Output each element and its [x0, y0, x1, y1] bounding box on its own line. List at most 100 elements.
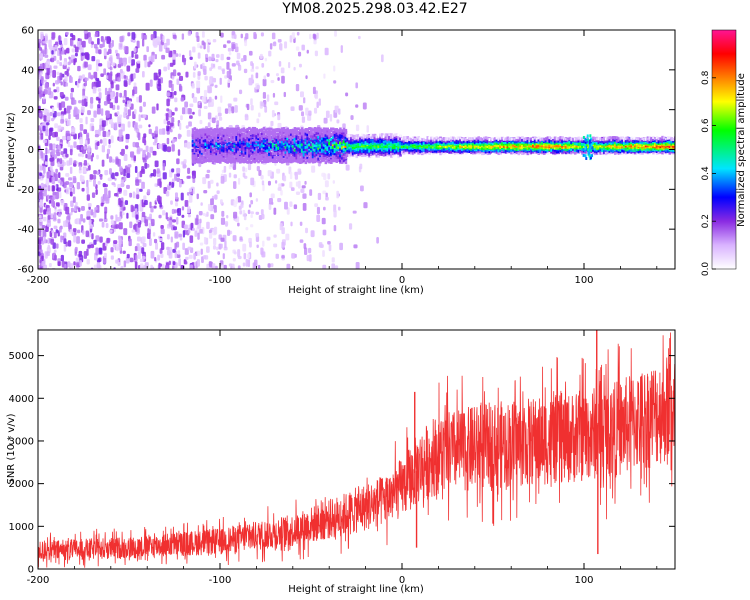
noise-speck — [96, 154, 99, 160]
noise-speck — [270, 263, 274, 268]
noise-speck — [147, 163, 150, 168]
noise-speck — [270, 193, 275, 199]
noise-speck — [268, 202, 272, 210]
noise-speck — [119, 92, 123, 98]
noise-speck — [214, 194, 218, 200]
noise-speck — [56, 86, 60, 93]
noise-speck — [101, 144, 106, 153]
noise-speck — [110, 255, 114, 260]
noise-speck — [249, 224, 254, 228]
noise-speck — [316, 206, 320, 215]
noise-speck — [199, 218, 202, 224]
noise-speck — [231, 106, 235, 114]
noise-speck — [214, 84, 218, 89]
noise-speck — [289, 181, 293, 189]
noise-speck — [114, 96, 119, 104]
noise-speck — [174, 231, 179, 239]
noise-speck — [99, 43, 103, 49]
noise-speck — [169, 128, 173, 133]
noise-speck — [186, 141, 191, 149]
noise-speck — [223, 44, 227, 49]
noise-speck — [197, 71, 201, 76]
noise-speck — [334, 265, 339, 269]
noise-speck — [304, 247, 308, 256]
noise-speck — [81, 74, 85, 79]
noise-speck — [284, 201, 288, 210]
noise-speck — [264, 105, 268, 113]
noise-speck — [50, 57, 55, 63]
noise-speck — [129, 151, 135, 158]
noise-speck — [274, 101, 279, 106]
noise-speck — [96, 170, 100, 176]
noise-speck — [151, 106, 156, 114]
noise-speck — [48, 263, 52, 268]
noise-speck — [188, 108, 193, 115]
noise-speck — [134, 245, 138, 252]
noise-speck — [203, 89, 208, 98]
noise-speck — [132, 191, 136, 199]
noise-speck — [99, 139, 103, 144]
noise-speck — [355, 104, 359, 108]
noise-speck — [38, 194, 41, 200]
noise-speck — [139, 170, 143, 178]
noise-speck — [158, 262, 161, 269]
noise-speck — [237, 249, 241, 258]
noise-speck — [106, 36, 111, 44]
noise-speck — [69, 157, 73, 166]
noise-speck — [273, 243, 278, 248]
noise-speck — [267, 170, 272, 177]
noise-speck — [169, 122, 174, 127]
noise-speck — [301, 116, 306, 123]
noise-speck — [116, 53, 120, 60]
noise-speck — [228, 51, 232, 56]
noise-speck — [91, 125, 95, 132]
noise-speck — [318, 242, 323, 248]
noise-speck — [81, 99, 86, 106]
noise-speck — [224, 240, 227, 248]
noise-speck — [165, 190, 170, 197]
noise-speck — [153, 205, 157, 209]
noise-speck — [107, 177, 112, 182]
noise-speck — [220, 237, 225, 242]
noise-speck — [69, 76, 73, 83]
noise-speck — [275, 253, 279, 259]
noise-speck — [331, 263, 336, 269]
noise-speck — [260, 174, 264, 180]
noise-speck — [44, 35, 48, 42]
noise-speck — [46, 171, 50, 180]
noise-speck — [295, 181, 300, 187]
noise-speck — [158, 44, 163, 52]
noise-speck — [258, 169, 262, 177]
noise-speck — [42, 216, 47, 222]
noise-speck — [137, 132, 141, 141]
noise-speck — [215, 58, 219, 63]
noise-speck — [44, 83, 49, 89]
noise-speck — [59, 55, 62, 61]
noise-speck — [79, 123, 84, 131]
noise-speck — [220, 32, 224, 38]
spectrogram-noise-layer — [38, 30, 384, 269]
noise-speck — [100, 202, 104, 207]
noise-speck — [192, 227, 196, 231]
noise-speck — [135, 68, 140, 73]
noise-speck — [277, 77, 280, 81]
noise-speck — [306, 254, 310, 262]
noise-speck — [102, 131, 107, 138]
noise-speck — [41, 255, 44, 262]
noise-speck — [142, 101, 146, 107]
noise-speck — [120, 206, 124, 211]
noise-speck — [105, 119, 108, 126]
noise-speck — [203, 68, 206, 73]
noise-speck — [141, 215, 145, 223]
noise-speck — [98, 218, 104, 222]
noise-speck — [205, 173, 210, 179]
noise-speck — [110, 247, 114, 253]
noise-speck — [244, 114, 249, 121]
noise-speck — [176, 158, 180, 165]
noise-speck — [293, 204, 298, 210]
noise-speck — [147, 152, 151, 158]
noise-speck — [184, 199, 189, 207]
noise-speck — [103, 218, 108, 223]
noise-speck — [40, 133, 44, 140]
noise-speck — [178, 83, 182, 91]
